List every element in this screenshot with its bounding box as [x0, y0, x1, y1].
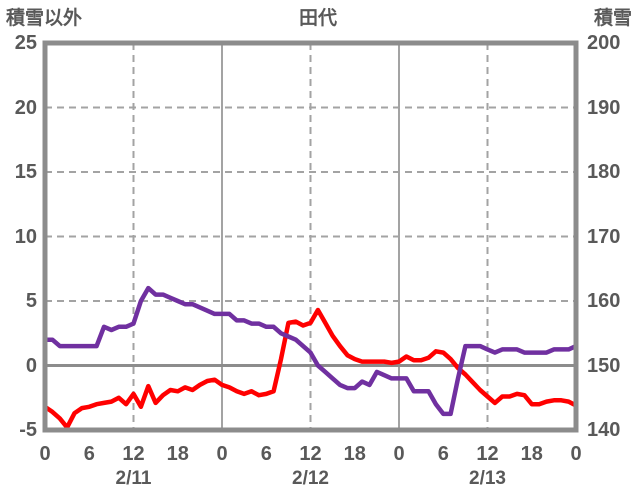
x-axis-tick-label: 0 [570, 443, 582, 465]
x-axis-date-label: 2/11 [115, 468, 152, 489]
left-axis-tick-label: 15 [14, 161, 37, 183]
left-axis-tick-label: 10 [14, 225, 37, 248]
x-axis-tick-label: 0 [39, 443, 51, 465]
red-left-axis-line [42, 307, 579, 430]
x-axis-tick-label: 18 [520, 443, 543, 465]
left-axis-tick-label: 5 [25, 290, 37, 312]
left-axis-tick-label: 25 [14, 32, 37, 54]
right-axis-tick-label: 190 [587, 96, 621, 119]
left-axis-title: 積雪以外 [6, 8, 83, 29]
x-axis-date-label: 2/13 [469, 468, 506, 489]
x-axis-tick-label: 6 [437, 443, 449, 465]
x-axis-date-label: 2/12 [292, 468, 329, 489]
right-axis-tick-label: 200 [587, 32, 621, 54]
right-axis-tick-label: 160 [587, 290, 621, 312]
right-axis-title: 積雪 [593, 8, 632, 29]
purple-snow-depth-line [42, 285, 579, 417]
x-axis-tick-label: 12 [476, 443, 499, 465]
x-axis-tick-label: 6 [260, 443, 272, 465]
x-axis-tick-label: 12 [122, 443, 145, 465]
x-axis-tick-label: 12 [299, 443, 322, 465]
x-axis-tick-label: 6 [83, 443, 95, 465]
x-axis-tick-label: 0 [216, 443, 228, 465]
left-axis-tick-label: -5 [19, 419, 37, 441]
right-axis-tick-label: 180 [587, 161, 621, 183]
right-axis-tick-label: 140 [587, 419, 621, 441]
x-axis-tick-label: 18 [343, 443, 366, 465]
left-axis-tick-label: 0 [25, 354, 37, 377]
left-axis-tick-label: 20 [14, 96, 37, 119]
x-axis-tick-label: 18 [166, 443, 189, 465]
x-axis-tick-label: 0 [393, 443, 405, 465]
right-axis-tick-label: 150 [587, 354, 621, 377]
chart-title: 田代 [298, 8, 337, 29]
right-axis-tick-label: 170 [587, 225, 621, 248]
